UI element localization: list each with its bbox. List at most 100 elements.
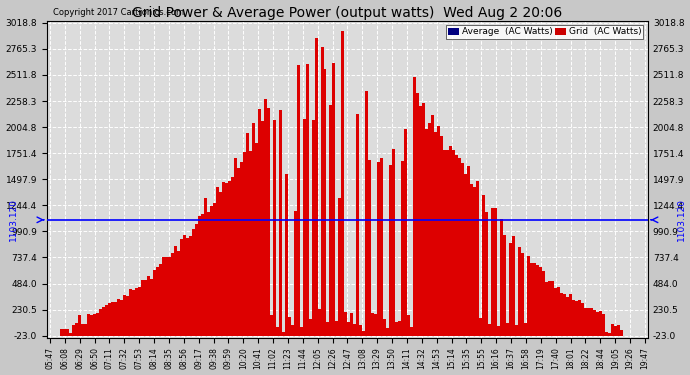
Bar [174, 246, 177, 336]
Bar [303, 118, 306, 336]
Bar [437, 126, 440, 336]
Bar [617, 325, 620, 336]
Bar [243, 152, 246, 336]
Bar [527, 256, 530, 336]
Bar [299, 327, 303, 336]
Bar [180, 238, 183, 336]
Bar [312, 120, 315, 336]
Bar [219, 192, 222, 336]
Bar [422, 104, 425, 336]
Bar [192, 228, 195, 336]
Bar [195, 224, 198, 336]
Bar [129, 289, 132, 336]
Bar [165, 256, 168, 336]
Bar [207, 212, 210, 336]
Bar [402, 162, 404, 336]
Bar [288, 317, 290, 336]
Bar [344, 312, 348, 336]
Bar [240, 162, 243, 336]
Bar [473, 187, 476, 336]
Bar [290, 325, 294, 336]
Bar [308, 319, 312, 336]
Bar [515, 326, 518, 336]
Bar [317, 309, 321, 336]
Bar [114, 302, 117, 336]
Bar [595, 312, 599, 336]
Bar [620, 330, 622, 336]
Bar [362, 332, 366, 336]
Bar [575, 301, 578, 336]
Bar [84, 324, 87, 336]
Bar [144, 280, 147, 336]
Bar [458, 158, 461, 336]
Bar [162, 257, 165, 336]
Bar [482, 195, 485, 336]
Bar [494, 207, 497, 336]
Bar [81, 324, 84, 336]
Bar [404, 129, 407, 336]
Bar [285, 174, 288, 336]
Bar [177, 251, 180, 336]
Legend: Average  (AC Watts), Grid  (AC Watts): Average (AC Watts), Grid (AC Watts) [446, 25, 644, 39]
Bar [324, 69, 326, 336]
Text: 1103.120: 1103.120 [10, 198, 19, 242]
Bar [491, 209, 494, 336]
Bar [249, 152, 252, 336]
Text: Copyright 2017 Cartronics.com: Copyright 2017 Cartronics.com [53, 8, 184, 17]
Bar [554, 288, 557, 336]
Bar [479, 318, 482, 336]
Bar [99, 309, 102, 336]
Bar [237, 168, 240, 336]
Bar [213, 202, 216, 336]
Bar [246, 134, 249, 336]
Bar [153, 270, 156, 336]
Bar [398, 321, 402, 336]
Bar [611, 324, 613, 336]
Bar [204, 198, 207, 336]
Bar [270, 315, 273, 336]
Bar [420, 106, 422, 336]
Bar [78, 315, 81, 336]
Bar [353, 324, 357, 336]
Bar [321, 47, 324, 336]
Bar [294, 211, 297, 336]
Bar [315, 38, 317, 336]
Bar [111, 302, 114, 336]
Bar [126, 296, 129, 336]
Bar [602, 314, 604, 336]
Bar [524, 323, 527, 336]
Bar [330, 105, 333, 336]
Bar [348, 322, 351, 336]
Bar [222, 182, 225, 336]
Bar [117, 298, 120, 336]
Bar [566, 297, 569, 336]
Bar [228, 181, 231, 336]
Bar [431, 115, 434, 336]
Bar [120, 300, 123, 336]
Bar [542, 271, 545, 336]
Bar [150, 279, 153, 336]
Bar [449, 146, 452, 336]
Bar [60, 329, 63, 336]
Bar [560, 293, 563, 336]
Bar [87, 314, 90, 336]
Bar [102, 308, 105, 336]
Bar [368, 160, 371, 336]
Bar [545, 282, 548, 336]
Bar [551, 280, 554, 336]
Bar [613, 326, 617, 336]
Bar [521, 253, 524, 336]
Bar [604, 332, 608, 336]
Bar [69, 333, 72, 336]
Bar [63, 330, 66, 336]
Bar [258, 109, 261, 336]
Bar [135, 288, 138, 336]
Bar [584, 308, 586, 336]
Bar [306, 64, 308, 336]
Bar [485, 212, 488, 336]
Bar [386, 328, 389, 336]
Bar [389, 165, 393, 336]
Bar [572, 300, 575, 336]
Bar [171, 253, 174, 336]
Bar [105, 305, 108, 336]
